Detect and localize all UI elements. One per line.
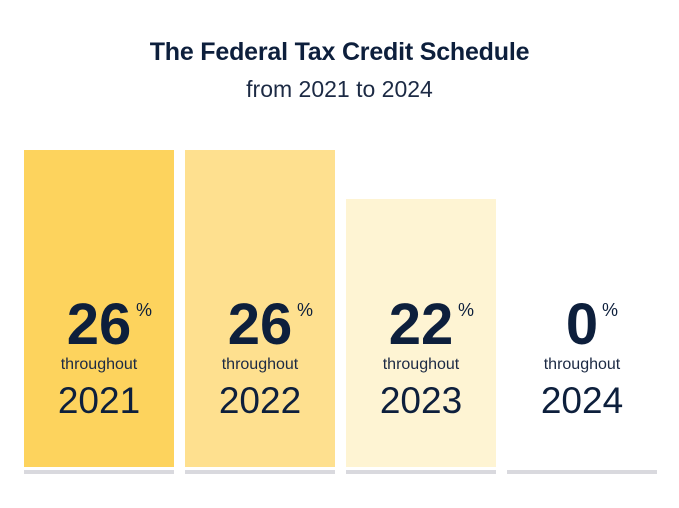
category-label: 2023 <box>379 380 463 421</box>
bar-label-2024: 0% throughout 2024 <box>507 0 657 508</box>
percent-sign: % <box>136 300 153 320</box>
bar-baseline <box>507 470 657 474</box>
value-label: 26 <box>227 292 293 357</box>
value-label: 22 <box>388 292 454 357</box>
category-label: 2022 <box>218 380 302 421</box>
category-label: 2024 <box>540 380 624 421</box>
bar-baseline <box>185 470 335 474</box>
bar-label-2021: 26% throughout 2021 <box>24 0 174 508</box>
bar-label-2023: 22% throughout 2023 <box>346 0 496 508</box>
percent-sign: % <box>458 300 475 320</box>
bar-2023 <box>346 199 496 467</box>
bar-2022 <box>185 150 335 467</box>
bar-baseline <box>346 470 496 474</box>
throughout-label: throughout <box>221 356 299 373</box>
chart-subtitle: from 2021 to 2024 <box>246 76 433 102</box>
throughout-label: throughout <box>543 356 621 373</box>
category-label: 2021 <box>57 380 141 421</box>
bar-label-2022: 26% throughout 2022 <box>185 0 335 508</box>
value-label: 26 <box>66 292 132 357</box>
percent-sign: % <box>297 300 314 320</box>
percent-sign: % <box>602 300 619 320</box>
chart-title: The Federal Tax Credit Schedule <box>149 38 530 66</box>
throughout-label: throughout <box>382 356 460 373</box>
bar-baseline <box>24 470 174 474</box>
bar-2021 <box>24 150 174 467</box>
value-label: 0 <box>565 292 599 357</box>
throughout-label: throughout <box>60 356 138 373</box>
